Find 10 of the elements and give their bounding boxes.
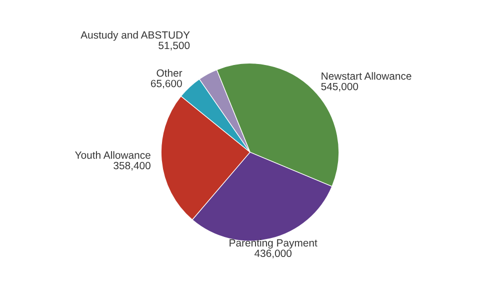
slice-label: Austudy and ABSTUDY: [80, 31, 190, 41]
slice-label: Other: [156, 69, 182, 77]
slice-label: Youth Allowance: [75, 151, 150, 159]
data-label: 545,000: [321, 82, 358, 92]
data-label: 358,400: [114, 162, 150, 171]
slice-label: Parenting Payment: [230, 238, 318, 249]
slice-label: Newstart Allowance: [322, 72, 412, 80]
data-label: 65,600: [150, 80, 182, 88]
data-label: 51,500: [158, 42, 190, 50]
data-label: 436,000: [254, 250, 292, 258]
